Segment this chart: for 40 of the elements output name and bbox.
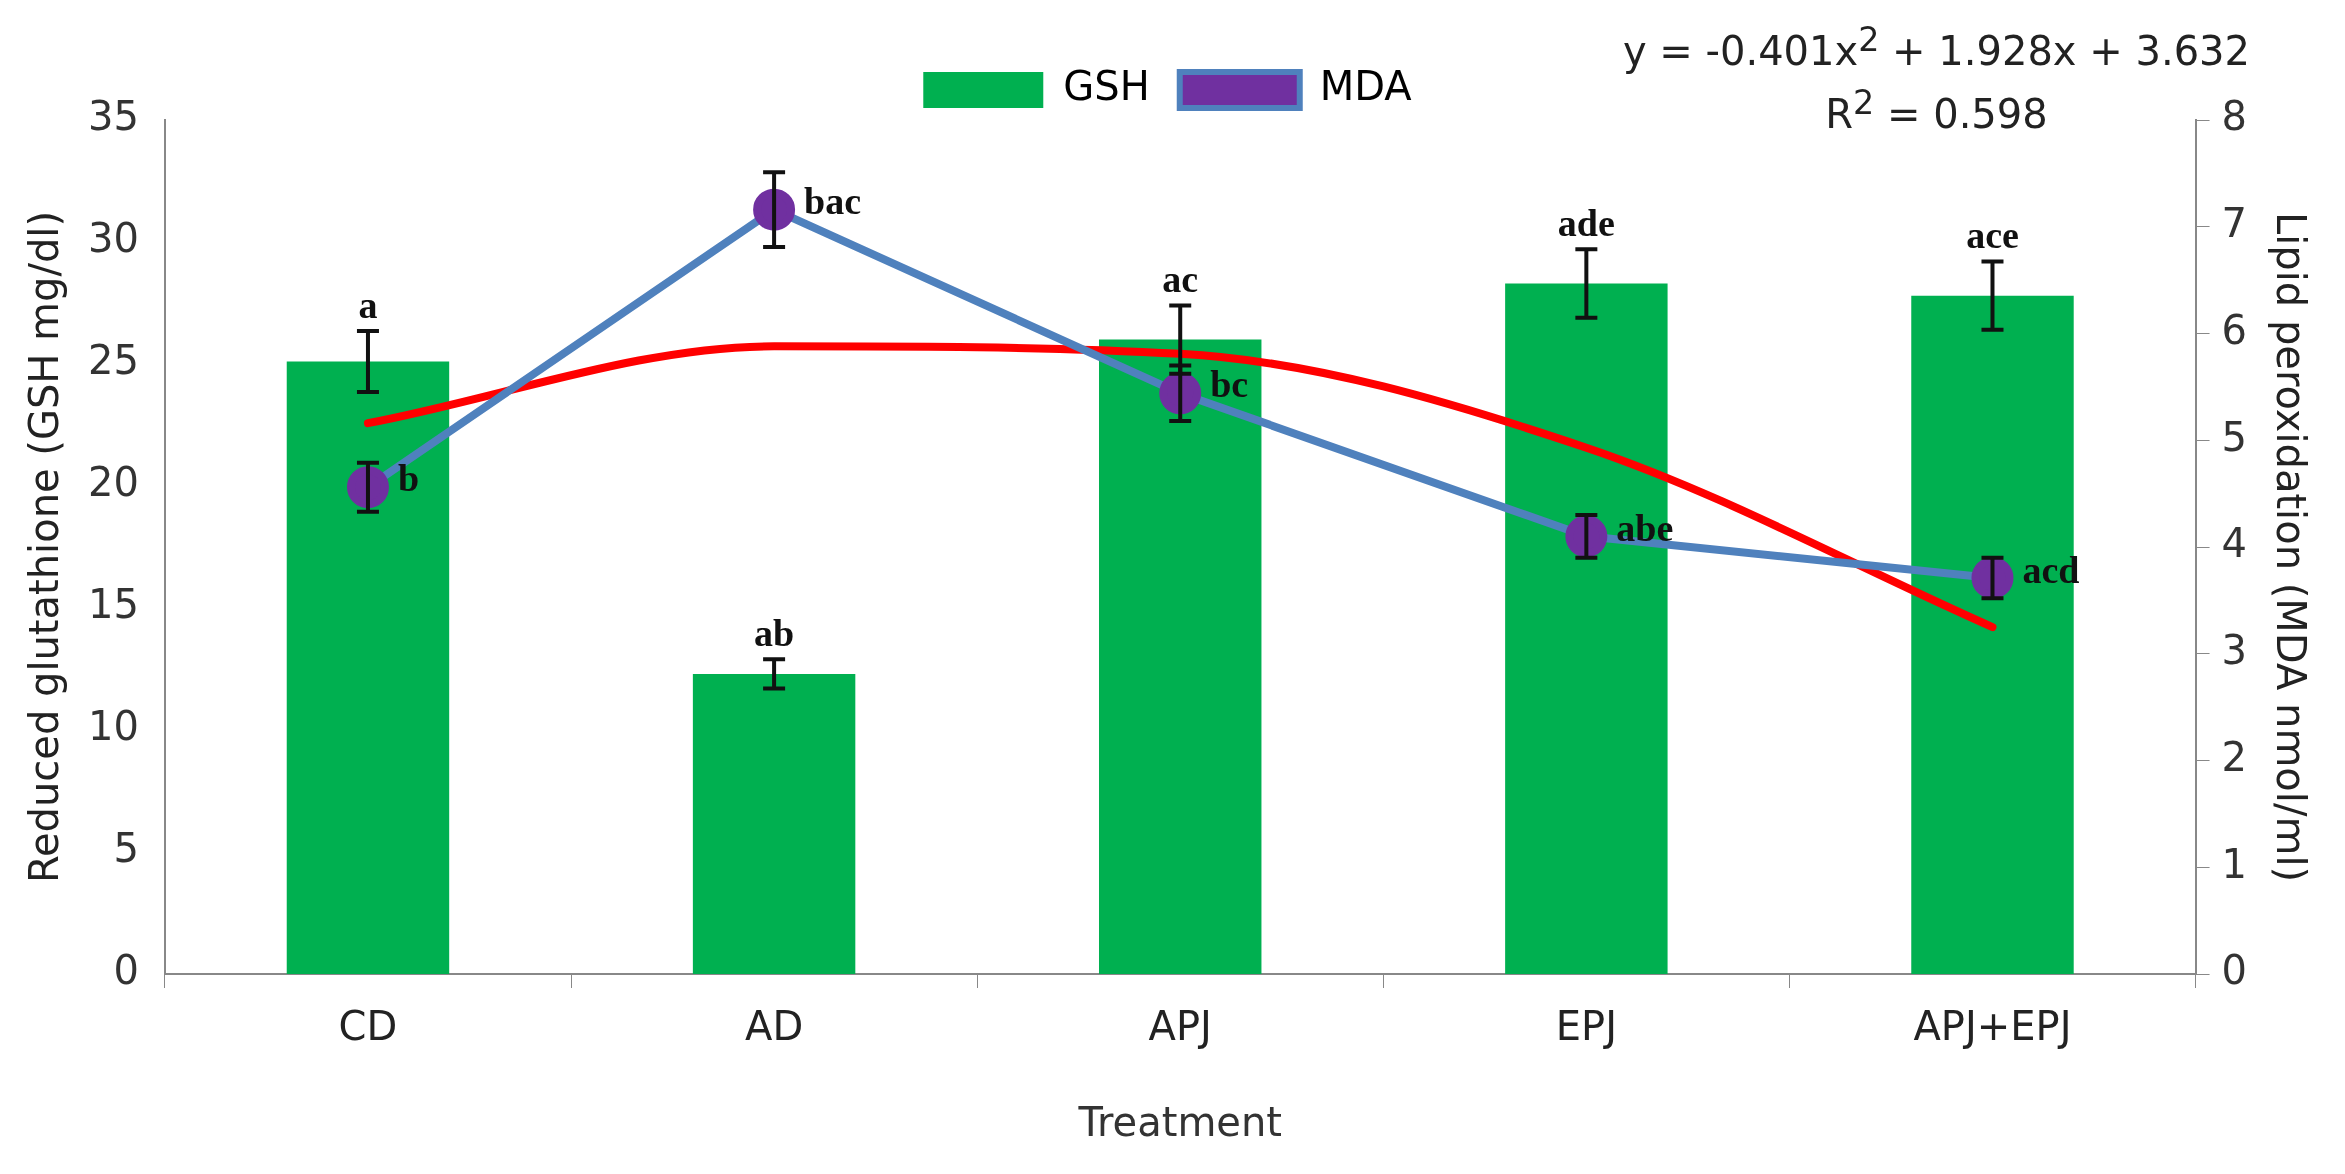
y-tick-label: 25: [87, 337, 139, 384]
y-tick-label: 15: [87, 581, 139, 628]
x-tick-label: APJ+EPJ: [1913, 1003, 2072, 1050]
annotation: ade: [1557, 202, 1615, 245]
y2-tick-label: 5: [2221, 413, 2247, 460]
x-tick-label: APJ: [1148, 1003, 1212, 1050]
text: y = -0.401x$^{2}$ + 1.928x + 3.632: [1622, 19, 2250, 77]
y2-tick-label: 0: [2221, 947, 2247, 994]
y-tick-label: 30: [87, 215, 139, 262]
y-axis-title: Reduced glutathione (GSH mg/dl): [21, 210, 68, 884]
annotation: R$^{2}$ = 0.598: [1825, 83, 2048, 138]
bar: [692, 673, 856, 974]
bar: [1099, 339, 1262, 974]
legend-label: MDA: [1319, 63, 1413, 110]
annotation: a: [358, 283, 378, 326]
annotation: ace: [1966, 214, 2019, 257]
x-tick-label: EPJ: [1555, 1003, 1617, 1050]
annotation: bac: [804, 180, 862, 223]
y2-tick-label: 4: [2221, 520, 2247, 567]
y2-tick-label: 7: [2221, 200, 2247, 247]
annotation: ab: [754, 612, 795, 655]
x-tick-label: AD: [745, 1003, 804, 1050]
y-tick-label: 5: [113, 825, 139, 872]
y-tick-label: 35: [87, 93, 139, 140]
y-tick-label: 0: [113, 947, 139, 994]
y2-tick-label: 8: [2221, 93, 2247, 140]
bar: [286, 361, 450, 974]
annotation: b: [397, 457, 420, 500]
y-tick-label: 10: [87, 703, 139, 750]
y2-tick-label: 2: [2221, 733, 2247, 780]
x-axis-title: Treatment: [1077, 1099, 1282, 1146]
legend-label: GSH: [1063, 63, 1150, 110]
y-tick-label: 20: [87, 459, 139, 506]
y2-tick-label: 1: [2221, 840, 2247, 887]
annotation: ac: [1162, 258, 1199, 301]
y2-tick-label: 6: [2221, 306, 2247, 353]
y2-tick-label: 3: [2221, 627, 2247, 674]
annotation: bc: [1210, 363, 1249, 406]
x-tick-label: CD: [338, 1003, 398, 1050]
y2-axis-title: Lipid peroxidation (MDA nmol/ml): [2267, 211, 2314, 883]
